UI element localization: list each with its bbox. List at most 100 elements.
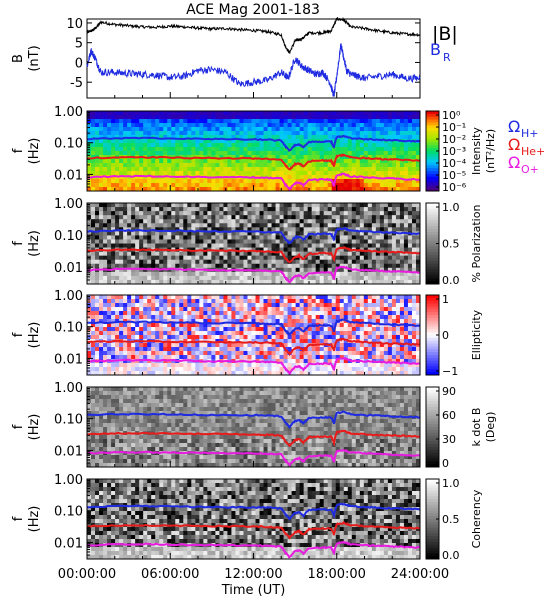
heatmap-cell bbox=[339, 131, 345, 136]
heatmap-cell bbox=[247, 179, 252, 184]
heatmap-cell bbox=[239, 319, 244, 324]
heatmap-cell bbox=[391, 247, 397, 252]
heatmap-cell bbox=[183, 163, 188, 168]
heatmap-cell bbox=[295, 147, 301, 152]
heatmap-cell bbox=[211, 147, 216, 152]
heatmap-cell bbox=[159, 211, 164, 216]
heatmap-cell bbox=[307, 203, 313, 208]
heatmap-cell bbox=[367, 363, 373, 368]
heatmap-cell bbox=[351, 139, 357, 144]
heatmap-cell bbox=[99, 235, 104, 240]
heatmap-cell bbox=[307, 155, 313, 160]
heatmap-cell bbox=[211, 347, 216, 352]
heatmap-cell bbox=[103, 203, 108, 208]
heatmap-cell bbox=[267, 187, 272, 192]
heatmap-cell bbox=[327, 271, 333, 277]
heatmap-cell bbox=[103, 131, 108, 136]
heatmap-cell bbox=[267, 363, 272, 368]
colorbar-tick-label: 10⁻² bbox=[442, 133, 466, 146]
heatmap-cell bbox=[407, 239, 413, 244]
heatmap-cell bbox=[267, 155, 272, 160]
heatmap-cell bbox=[299, 307, 305, 312]
heatmap-cell bbox=[371, 155, 377, 160]
heatmap-cell bbox=[91, 179, 96, 184]
heatmap-cell bbox=[227, 275, 232, 281]
heatmap-cell bbox=[207, 251, 212, 257]
heatmap-cell bbox=[87, 243, 92, 248]
heatmap-cell bbox=[295, 339, 301, 344]
heatmap-cell bbox=[199, 143, 204, 148]
heatmap-cell bbox=[183, 307, 188, 312]
heatmap-cell bbox=[395, 151, 401, 156]
heatmap-cell bbox=[379, 127, 385, 132]
heatmap-cell bbox=[299, 187, 305, 192]
heatmap-cell bbox=[307, 371, 313, 376]
heatmap-cell bbox=[179, 139, 184, 144]
heatmap-cell bbox=[363, 303, 369, 308]
heatmap-cell bbox=[347, 167, 353, 172]
heatmap-cell bbox=[319, 359, 325, 364]
heatmap-cell bbox=[351, 239, 357, 244]
heatmap-cell bbox=[255, 367, 260, 372]
heatmap-cell bbox=[391, 147, 397, 152]
heatmap-cell bbox=[407, 203, 413, 208]
heatmap-cell bbox=[143, 343, 148, 348]
heatmap-cell bbox=[251, 243, 256, 248]
heatmap-cell bbox=[155, 163, 160, 168]
heatmap-cell bbox=[223, 319, 228, 324]
heatmap-cell bbox=[215, 363, 220, 368]
heatmap-cell bbox=[351, 151, 357, 156]
heatmap-cell bbox=[391, 151, 397, 156]
heatmap-cell bbox=[143, 295, 148, 300]
heatmap-cell bbox=[99, 323, 104, 328]
heatmap-cell bbox=[371, 319, 377, 324]
heatmap-cell bbox=[411, 223, 417, 228]
heatmap-cell bbox=[307, 131, 313, 136]
heatmap-cell bbox=[215, 131, 220, 136]
heatmap-cell bbox=[191, 279, 196, 285]
heatmap-cell bbox=[199, 263, 204, 269]
heatmap-cell bbox=[219, 159, 224, 164]
heatmap-cell bbox=[335, 123, 341, 128]
heatmap-cell bbox=[295, 335, 301, 340]
heatmap-cell bbox=[267, 303, 272, 308]
heatmap-cell bbox=[103, 187, 108, 192]
heatmap-cell bbox=[255, 119, 260, 124]
heatmap-cell bbox=[315, 119, 321, 124]
heatmap-cell bbox=[91, 299, 96, 304]
heatmap-cell bbox=[231, 367, 236, 372]
colorbar-cell bbox=[426, 128, 439, 132]
heatmap-cell bbox=[91, 295, 96, 300]
heatmap-cell bbox=[107, 215, 112, 220]
heatmap-cell bbox=[175, 355, 180, 360]
heatmap-cell bbox=[139, 259, 144, 265]
heatmap-cell bbox=[95, 295, 100, 300]
heatmap-cell bbox=[323, 111, 329, 116]
heatmap-cell bbox=[311, 331, 317, 336]
heatmap-cell bbox=[399, 247, 405, 252]
heatmap-cell bbox=[403, 119, 409, 124]
heatmap-cell bbox=[367, 323, 373, 328]
heatmap-cell bbox=[259, 243, 264, 248]
colorbar-cell bbox=[426, 226, 439, 230]
heatmap-cell bbox=[327, 111, 333, 116]
heatmap-cell bbox=[167, 207, 172, 212]
heatmap-cell bbox=[243, 167, 248, 172]
heatmap-cell bbox=[387, 235, 393, 240]
heatmap-cell bbox=[307, 167, 313, 172]
heatmap-cell bbox=[171, 323, 176, 328]
heatmap-cell bbox=[347, 207, 353, 212]
heatmap-cell bbox=[175, 147, 180, 152]
heatmap-cell bbox=[335, 295, 341, 300]
heatmap-cell bbox=[95, 355, 100, 360]
heatmap-cell bbox=[271, 231, 276, 236]
heatmap-cell bbox=[307, 279, 313, 285]
heatmap-cell bbox=[359, 139, 365, 144]
gyrofrequency-line-o bbox=[87, 172, 421, 192]
heatmap-cell bbox=[375, 295, 381, 300]
heatmap-cell bbox=[219, 203, 224, 208]
heatmap-cell bbox=[363, 207, 369, 212]
heatmap-cell bbox=[275, 279, 280, 285]
heatmap-cell bbox=[275, 171, 280, 176]
heatmap-cell bbox=[175, 167, 180, 172]
